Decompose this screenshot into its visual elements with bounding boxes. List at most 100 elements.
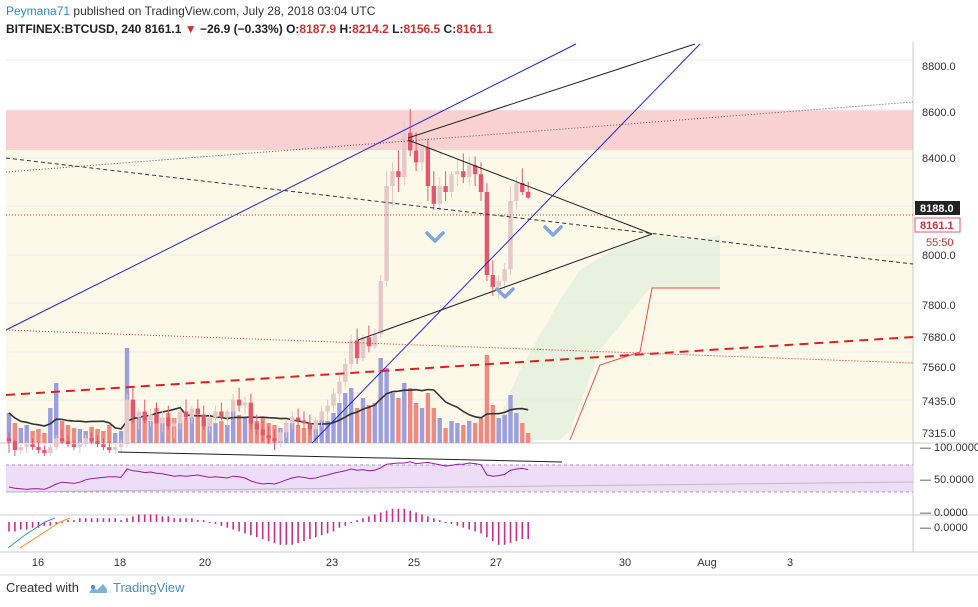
macd-bar-22 [138, 514, 140, 522]
volume-bar-64 [384, 368, 389, 443]
macd-bar-72 [433, 518, 435, 522]
tradingview-logo-icon [88, 583, 107, 593]
open-value: 8187.9 [299, 22, 337, 36]
candle-body-82 [490, 275, 495, 287]
candle-body-53 [319, 411, 324, 421]
price-tick-5: 8000.0 [922, 250, 956, 262]
candle-body-48 [290, 417, 295, 424]
macd-tick-0: — 0.0000 [920, 522, 968, 534]
volume-bar-74 [443, 428, 448, 443]
candle-body-3 [24, 444, 29, 448]
macd-bar-70 [421, 514, 423, 522]
prev-price-badge [915, 201, 960, 215]
volume-bar-48 [290, 421, 295, 443]
x-tick-8: 3 [787, 557, 793, 569]
candle-body-83 [496, 280, 501, 287]
macd-bar-87 [521, 522, 524, 540]
candle-body-37 [225, 411, 230, 418]
volume-bar-50 [301, 428, 307, 443]
candle-body-54 [325, 405, 330, 412]
volume-bar-36 [219, 421, 224, 443]
volume-bar-60 [360, 398, 366, 443]
x-tick-6: 30 [619, 557, 631, 569]
symbol-label: BITFINEX:BTCUSD, 240 [6, 22, 142, 36]
candle-body-50 [301, 420, 307, 424]
macd-bar-36 [220, 522, 223, 526]
macd-bar-85 [509, 522, 512, 543]
volume-bar-88 [526, 433, 531, 443]
volume-bar-0 [6, 413, 12, 443]
volume-bar-31 [189, 413, 195, 443]
macd-bar-45 [273, 522, 276, 543]
macd-bar-88 [527, 522, 529, 540]
volume-bar-65 [390, 393, 395, 443]
candle-body-11 [71, 444, 77, 448]
volume-bar-71 [425, 393, 431, 443]
volume-bar-30 [183, 418, 189, 443]
last-price: 8161.1 [144, 22, 182, 36]
candle-body-15 [95, 441, 100, 445]
symbol-line: BITFINEX:BTCUSD, 240 8161.1 ▼ −26.9 (−0.… [6, 22, 493, 36]
candle-body-17 [107, 447, 112, 451]
macd-bar-83 [497, 522, 500, 545]
open-label: O: [286, 22, 300, 36]
macd-bar-13 [84, 518, 87, 522]
candle-body-38 [231, 399, 236, 412]
volume-bar-16 [101, 431, 106, 443]
author-link[interactable]: Peymana71 [6, 4, 71, 18]
high-label: H: [339, 22, 353, 36]
candle-body-9 [59, 438, 65, 442]
volume-bar-3 [24, 425, 29, 443]
price-tick-9: 7435.0 [922, 396, 956, 408]
macd-signal-line [19, 517, 71, 549]
macd-bar-16 [102, 518, 105, 522]
price-tick-8: 7560.0 [922, 362, 956, 374]
candle-body-12 [77, 444, 82, 448]
volume-bar-8 [54, 383, 59, 443]
rsi-trend-line [5, 481, 914, 493]
published-text: published on TradingView.com, July 28, 2… [73, 4, 376, 18]
x-tick-3: 23 [326, 557, 338, 569]
macd-bar-33 [202, 520, 205, 522]
drawing-lines[interactable] [5, 43, 914, 444]
candle-body-16 [101, 444, 106, 448]
dashed-trendline [5, 157, 914, 265]
volume-bar-25 [154, 408, 159, 443]
volume-bar-75 [449, 421, 454, 443]
candle-body-10 [65, 441, 71, 445]
candle-body-19 [118, 444, 124, 448]
resistance-zones [6, 110, 913, 440]
macd-bar-3 [25, 522, 28, 530]
price-tick-0: 8800.0 [922, 61, 956, 73]
volume-bar-80 [478, 418, 484, 443]
volume-bar-33 [201, 421, 206, 443]
macd-bar-34 [208, 522, 211, 523]
candle-body-68 [408, 132, 413, 151]
macd-bar-21 [132, 516, 134, 522]
volume-bar-59 [354, 408, 360, 443]
candle-body-52 [313, 420, 318, 430]
candle-body-85 [508, 200, 513, 270]
candle-body-32 [195, 408, 200, 415]
candle-body-6 [42, 450, 47, 454]
last-price-label: 8161.1 [920, 220, 954, 232]
volume-bar-18 [113, 433, 118, 443]
tradingview-link[interactable]: TradingView [112, 580, 185, 595]
candle-body-76 [455, 171, 460, 175]
macd-bar-49 [297, 522, 299, 543]
footer: Created with TradingView [6, 580, 185, 595]
volume-bar-87 [520, 423, 525, 443]
down-arrow-icon-1 [495, 287, 515, 299]
macd-bar-31 [191, 518, 193, 522]
chart-grid [0, 42, 978, 576]
macd-bar-55 [332, 522, 335, 532]
price-tick-6: 7800.0 [922, 300, 956, 312]
candle-body-58 [349, 340, 354, 365]
volume-bar-58 [349, 388, 354, 443]
candle-body-59 [354, 340, 360, 359]
candle-body-4 [30, 444, 35, 448]
candle-body-71 [425, 147, 431, 187]
volume-bar-24 [148, 421, 153, 443]
low-value: 8156.5 [403, 22, 441, 36]
